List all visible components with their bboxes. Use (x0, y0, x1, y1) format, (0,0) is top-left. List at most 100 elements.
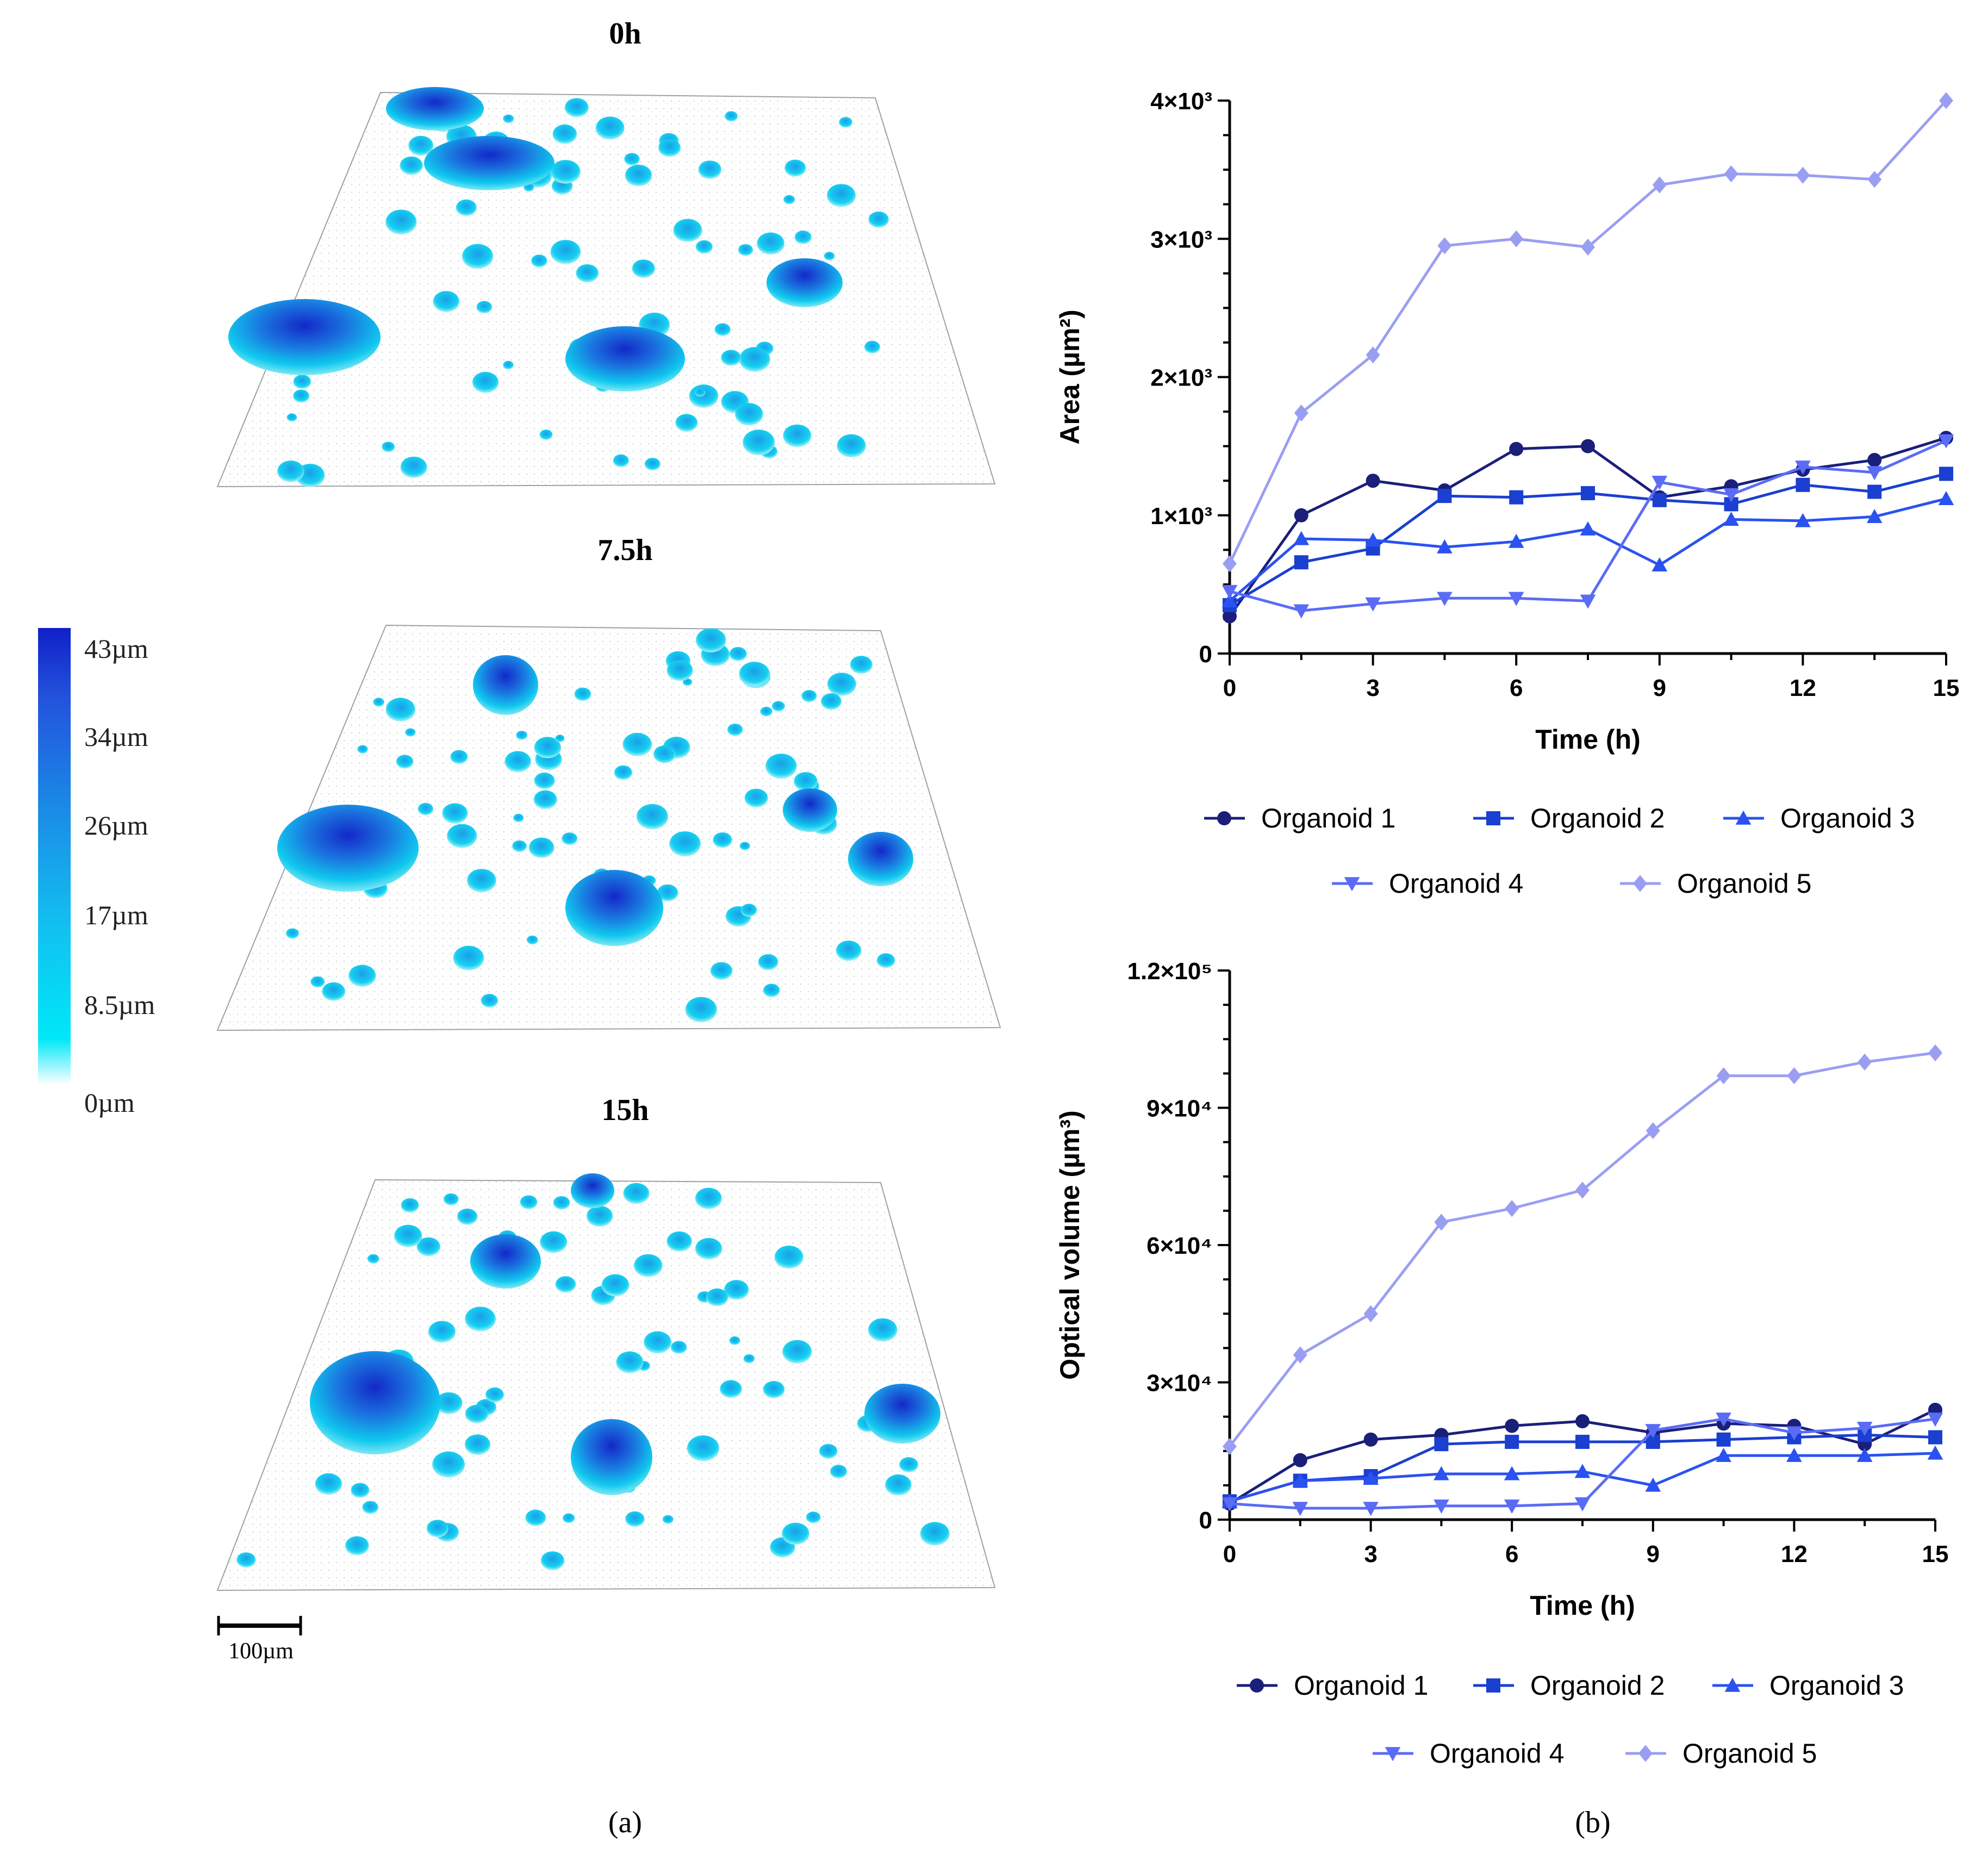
data-point-organoid-2 (1796, 477, 1810, 492)
surface-render-7-5h (216, 624, 1001, 1031)
organoid-blob (695, 1237, 722, 1260)
data-point-organoid-4 (1363, 1502, 1379, 1516)
organoid-blob (503, 114, 514, 123)
data-point-organoid-1 (1363, 1432, 1378, 1447)
x-tick-label: 12 (1781, 1541, 1808, 1567)
organoid-blob (453, 945, 484, 971)
organoid-blob-large (864, 1384, 940, 1444)
data-point-organoid-5 (1363, 1305, 1378, 1322)
data-point-organoid-5 (1867, 171, 1882, 188)
organoid-blob (721, 350, 741, 366)
area-chart: 0 1×10³ 2×10³ 3×10³ 4×10³ 0 3 6 9 12 15 Time (h) Are… (1055, 88, 1959, 899)
organoid-blob (774, 1246, 803, 1269)
organoid-blob (553, 1196, 570, 1210)
organoid-blob (868, 1318, 898, 1342)
organoid-blob (739, 842, 750, 850)
y-tick-label: 0 (1199, 1507, 1212, 1534)
data-point-organoid-3 (1434, 1466, 1449, 1480)
data-point-organoid-4 (1795, 461, 1811, 475)
legend-label: Organoid 1 (1294, 1670, 1428, 1701)
data-point-organoid-1 (1581, 439, 1595, 453)
data-point-organoid-4 (1927, 1413, 1943, 1427)
organoid-blob (394, 1224, 422, 1247)
data-point-organoid-2 (1575, 1434, 1590, 1449)
data-point-organoid-5 (1716, 1067, 1731, 1085)
organoid-blob (824, 252, 835, 261)
data-point-organoid-3 (1866, 508, 1883, 523)
organoid-blob (743, 430, 775, 456)
organoid-blob (729, 1336, 740, 1345)
panel-a-caption: (a) (608, 1806, 642, 1839)
organoid-blob (400, 156, 423, 175)
organoid-blob (827, 184, 856, 207)
timepoint-label-15h: 15h (601, 1093, 649, 1127)
organoid-blob (587, 1205, 613, 1227)
organoid-blob (444, 1193, 459, 1205)
data-point-organoid-3 (1938, 490, 1954, 505)
legend-item-organoid-1: Organoid 1 (1204, 803, 1395, 833)
y-axis-label: Optical volume (µm³) (1055, 1110, 1085, 1380)
y-tick-label: 3×10⁴ (1146, 1370, 1212, 1397)
organoid-blob (513, 813, 524, 823)
organoid-blob (710, 962, 733, 980)
organoid-blob (739, 347, 770, 372)
organoid-blob (758, 954, 778, 971)
y-tick-label: 6×10⁴ (1146, 1233, 1212, 1259)
data-point-organoid-4 (1292, 1502, 1308, 1516)
data-point-organoid-2 (1928, 1430, 1942, 1445)
data-point-organoid-4 (1434, 1500, 1449, 1514)
legend-marker (1724, 1677, 1741, 1692)
organoid-blob (682, 678, 693, 686)
organoid-blob (236, 1552, 256, 1568)
series-line-organoid-3 (1229, 497, 1947, 602)
x-tick-label: 12 (1790, 675, 1816, 701)
data-point-organoid-3 (1786, 1447, 1802, 1462)
organoid-blob (357, 745, 368, 754)
y-tick-label: 0 (1199, 641, 1212, 668)
organoid-blob (839, 117, 852, 128)
organoid-blob (322, 982, 346, 1001)
organoid-blob (310, 976, 325, 988)
organoid-blob (401, 1198, 419, 1213)
data-point-organoid-5 (1796, 166, 1810, 184)
data-point-organoid-4 (1580, 594, 1596, 609)
legend-label: Organoid 3 (1769, 1670, 1904, 1701)
x-axis-label: Time (h) (1530, 1590, 1635, 1621)
x-tick-label: 3 (1364, 1541, 1377, 1567)
organoid-blob (689, 384, 719, 408)
organoid-blob (293, 389, 309, 403)
data-point-organoid-5 (1505, 1200, 1519, 1217)
organoid-blob-large (848, 832, 913, 886)
legend-label: Organoid 2 (1530, 803, 1665, 833)
organoid-blob (562, 832, 578, 845)
organoid-blob (595, 116, 625, 140)
timepoint-label-0h: 0h (609, 17, 641, 51)
organoid-blob (720, 1380, 742, 1398)
organoid-blob (562, 1513, 575, 1523)
scale-bar: 100µm (217, 1616, 302, 1664)
organoid-blob (727, 723, 743, 736)
series-line-organoid-4 (1229, 1417, 1936, 1510)
data-point-organoid-5 (1223, 555, 1237, 573)
colorbar-label-17: 17µm (84, 900, 148, 930)
data-point-organoid-1 (1867, 453, 1882, 468)
legend-marker (1735, 810, 1752, 825)
data-point-organoid-3 (1652, 557, 1668, 571)
data-point-organoid-3 (1363, 1470, 1379, 1485)
data-point-organoid-5 (1787, 1067, 1802, 1085)
organoid-blob (433, 291, 460, 312)
data-point-organoid-4 (1652, 476, 1668, 490)
organoid-blob (622, 732, 652, 756)
organoid-blob (735, 403, 763, 426)
organoid-blob (385, 698, 415, 721)
legend-item-organoid-1: Organoid 1 (1237, 1670, 1428, 1701)
organoid-blob (534, 737, 561, 758)
data-point-organoid-2 (1434, 1437, 1449, 1452)
organoid-blob (801, 690, 817, 702)
legend-item-organoid-2: Organoid 2 (1473, 1670, 1665, 1701)
organoid-blob (540, 1231, 568, 1253)
data-point-organoid-5 (1366, 346, 1380, 364)
organoid-blob (373, 698, 384, 707)
organoid-blob (724, 1280, 749, 1300)
organoid-blob-large (470, 1234, 541, 1289)
